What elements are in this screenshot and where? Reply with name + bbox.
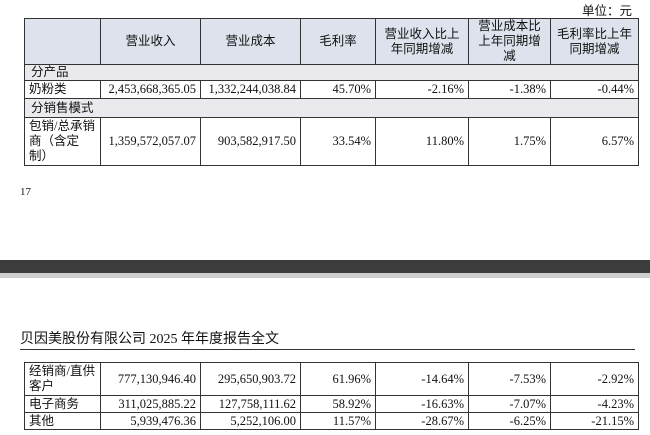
table-cell: 电子商务 (24, 395, 101, 413)
table-cell: -14.64% (375, 362, 469, 396)
table-cell: 经销商/直供客户 (24, 362, 101, 396)
report-header: 贝因美股份有限公司 2025 年年度报告全文 (20, 332, 279, 347)
table-cell: 127,758,111.62 (200, 395, 301, 413)
table-cell: 营业成本比上年同期增减 (468, 18, 551, 65)
table-cell: 毛利率 (300, 18, 376, 65)
header-rule (20, 349, 635, 350)
table-cell: 5,939,476.36 (100, 412, 201, 430)
table-cell: 营业收入比上年同期增减 (375, 18, 469, 65)
table-cell: 2,453,668,365.05 (100, 80, 201, 99)
table-cell: -7.53% (468, 362, 551, 396)
table-cell: 包销/总承销商（含定制） (24, 117, 101, 166)
table-bottom: 经销商/直供客户 777,130,946.40 295,650,903.72 61.9… (24, 362, 639, 430)
table-row: 电子商务 311,025,885.22 127,758,111.62 58.92% -1… (24, 395, 639, 413)
page-break (0, 260, 650, 273)
table-cell: -16.63% (375, 395, 469, 413)
table-cell: 6.57% (550, 117, 639, 166)
table-row: 分产品 (24, 64, 639, 81)
table-cell: 分销售模式 (24, 98, 639, 118)
table-cell: -2.16% (375, 80, 469, 99)
table-cell: -0.44% (550, 80, 639, 99)
table-cell: 311,025,885.22 (100, 395, 201, 413)
table-cell: 777,130,946.40 (100, 362, 201, 396)
table-row: 奶粉类 2,453,668,365.05 1,332,244,038.84 45.70… (24, 80, 639, 99)
table-cell: 61.96% (300, 362, 376, 396)
table-row: 包销/总承销商（含定制） 1,359,572,057.07 903,582,917.… (24, 117, 639, 166)
table-cell: 1,332,244,038.84 (200, 80, 301, 99)
table-cell: 5,252,106.00 (200, 412, 301, 430)
table-cell: 903,582,917.50 (200, 117, 301, 166)
table-cell: 11.57% (300, 412, 376, 430)
table-cell: 33.54% (300, 117, 376, 166)
table-cell: -28.67% (375, 412, 469, 430)
table-cell: 45.70% (300, 80, 376, 99)
table-cell: 分产品 (24, 64, 639, 81)
table-row: 其他 5,939,476.36 5,252,106.00 11.57% -28.67% -… (24, 412, 639, 430)
unit-label: 单位：元 (581, 4, 632, 18)
table-cell: 1,359,572,057.07 (100, 117, 201, 166)
table-cell: 11.80% (375, 117, 469, 166)
table-row: 分销售模式 (24, 98, 639, 118)
table-cell: 其他 (24, 412, 101, 430)
table-cell: 奶粉类 (24, 80, 101, 99)
table-cell: -21.15% (550, 412, 639, 430)
table-row: 营业收入 营业成本 毛利率 营业收入比上年同期增减 营业成本比上年同期增减 毛利率比上年同… (24, 18, 639, 65)
page-break-shadow (0, 273, 650, 278)
table-cell: -6.25% (468, 412, 551, 430)
table-cell: 58.92% (300, 395, 376, 413)
table-cell: 1.75% (468, 117, 551, 166)
table-cell: 295,650,903.72 (200, 362, 301, 396)
table-row: 经销商/直供客户 777,130,946.40 295,650,903.72 61.9… (24, 362, 639, 396)
table-cell: -2.92% (550, 362, 639, 396)
table-cell: -4.23% (550, 395, 639, 413)
table-cell: 营业成本 (200, 18, 301, 65)
table-cell: 营业收入 (100, 18, 201, 65)
table-cell: -7.07% (468, 395, 551, 413)
page-number: 17 (20, 186, 31, 198)
table-cell (24, 18, 101, 65)
table-cell: -1.38% (468, 80, 551, 99)
table-top: 营业收入 营业成本 毛利率 营业收入比上年同期增减 营业成本比上年同期增减 毛利率比上年同… (24, 18, 639, 166)
table-cell: 毛利率比上年同期增减 (550, 18, 639, 65)
